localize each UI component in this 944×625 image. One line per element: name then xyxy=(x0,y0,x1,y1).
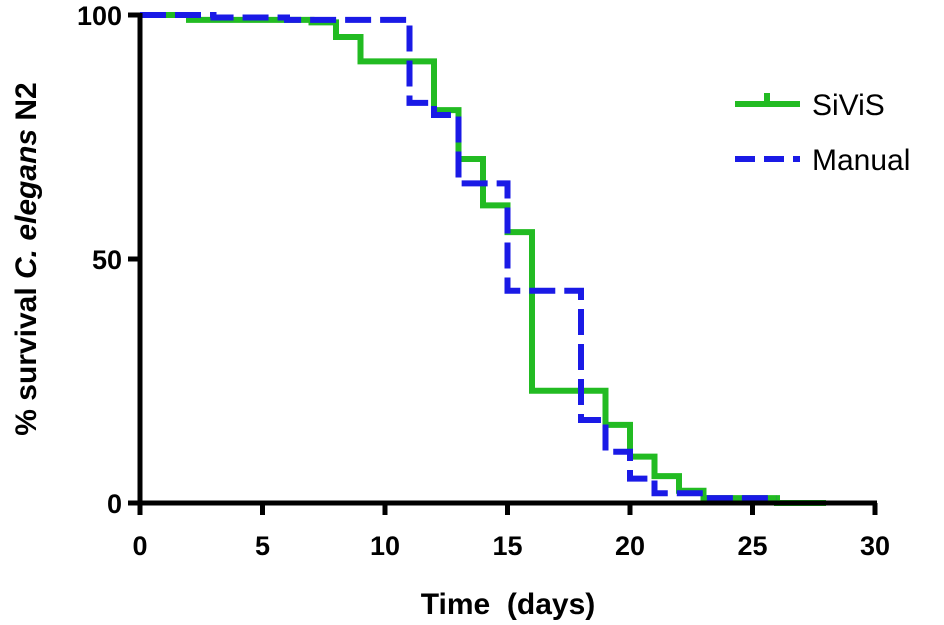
y-tick-label: 50 xyxy=(92,245,122,275)
legend-label-sivis: SiViS xyxy=(812,89,885,122)
x-axis-title: Time (days) xyxy=(421,588,596,621)
y-axis-title-suffix: N2 xyxy=(10,82,43,129)
series-line-manual xyxy=(140,12,777,502)
x-tick-label: 10 xyxy=(370,531,400,561)
series-layer xyxy=(140,12,826,506)
y-axis-title-prefix: % survival xyxy=(10,279,43,436)
y-tick-label: 100 xyxy=(77,1,122,31)
legend-item-sivis: SiViS xyxy=(735,89,885,122)
x-tick-label: 30 xyxy=(860,531,890,561)
ticks: 0 5 10 15 20 25 30 0 50 100 xyxy=(77,1,890,561)
x-tick-label: 25 xyxy=(737,531,767,561)
x-tick-label: 0 xyxy=(132,531,147,561)
y-axis-title: % survival C. elegans N2 xyxy=(10,82,43,436)
x-tick-label: 5 xyxy=(255,531,270,561)
legend-item-manual: Manual xyxy=(735,144,910,177)
y-axis-title-italic: C. elegans xyxy=(10,129,43,279)
legend-label-manual: Manual xyxy=(812,144,910,177)
y-tick-label: 0 xyxy=(107,489,122,519)
x-tick-label: 20 xyxy=(615,531,645,561)
x-tick-label: 15 xyxy=(492,531,522,561)
legend: SiViS Manual xyxy=(735,89,910,177)
series-line-sivis xyxy=(140,12,826,506)
